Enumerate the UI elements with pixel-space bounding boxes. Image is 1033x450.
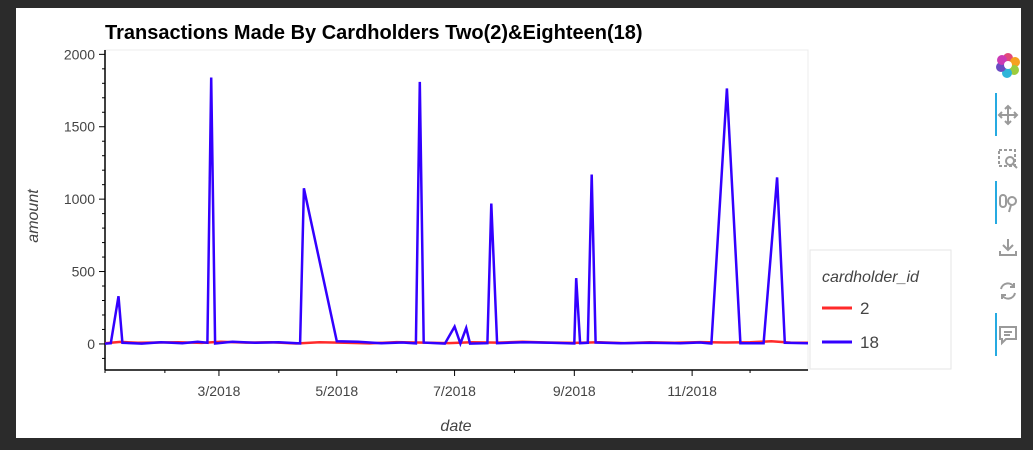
legend-label-2[interactable]: 2	[860, 299, 869, 318]
wheel-zoom-active-indicator	[995, 181, 997, 224]
y-tick-label: 500	[72, 264, 96, 280]
legend: cardholder_id 2 18	[809, 249, 952, 370]
y-tick-label: 1000	[64, 191, 95, 207]
axes: 0 500 1000 1500 2000 3/2018 5/2018 7/2018 9/2018…	[64, 46, 808, 399]
series-line-18	[104, 77, 809, 348]
chart-svg: Transactions Made By Cardholders Two(2)&…	[25, 22, 952, 435]
pan-icon[interactable]	[994, 101, 1022, 129]
hover-active-indicator	[995, 313, 997, 356]
pan-active-indicator	[995, 93, 997, 136]
y-tick-label: 1500	[64, 119, 95, 135]
x-tick-label: 7/2018	[433, 383, 476, 399]
chart-frame: Transactions Made By Cardholders Two(2)&…	[16, 8, 1021, 438]
series-layer	[104, 77, 809, 348]
box-zoom-icon[interactable]	[994, 145, 1022, 173]
y-axis-label: amount	[25, 189, 42, 243]
x-axis-label: date	[440, 418, 471, 435]
chart-title: Transactions Made By Cardholders Two(2)&…	[105, 22, 643, 44]
y-tick-label: 2000	[64, 46, 95, 62]
save-icon[interactable]	[994, 233, 1022, 261]
legend-label-18[interactable]: 18	[860, 333, 879, 352]
hover-icon[interactable]	[994, 321, 1022, 349]
x-tick-label: 5/2018	[315, 383, 358, 399]
x-tick-label: 9/2018	[553, 383, 596, 399]
wheel-zoom-icon[interactable]	[994, 189, 1022, 217]
toolbar	[976, 51, 1026, 356]
x-tick-label: 11/2018	[667, 383, 717, 399]
bokeh-logo-icon[interactable]	[994, 51, 1022, 79]
legend-title: cardholder_id	[822, 269, 920, 286]
y-tick-label: 0	[87, 336, 95, 352]
x-tick-label: 3/2018	[198, 383, 241, 399]
reset-icon[interactable]	[994, 277, 1022, 305]
